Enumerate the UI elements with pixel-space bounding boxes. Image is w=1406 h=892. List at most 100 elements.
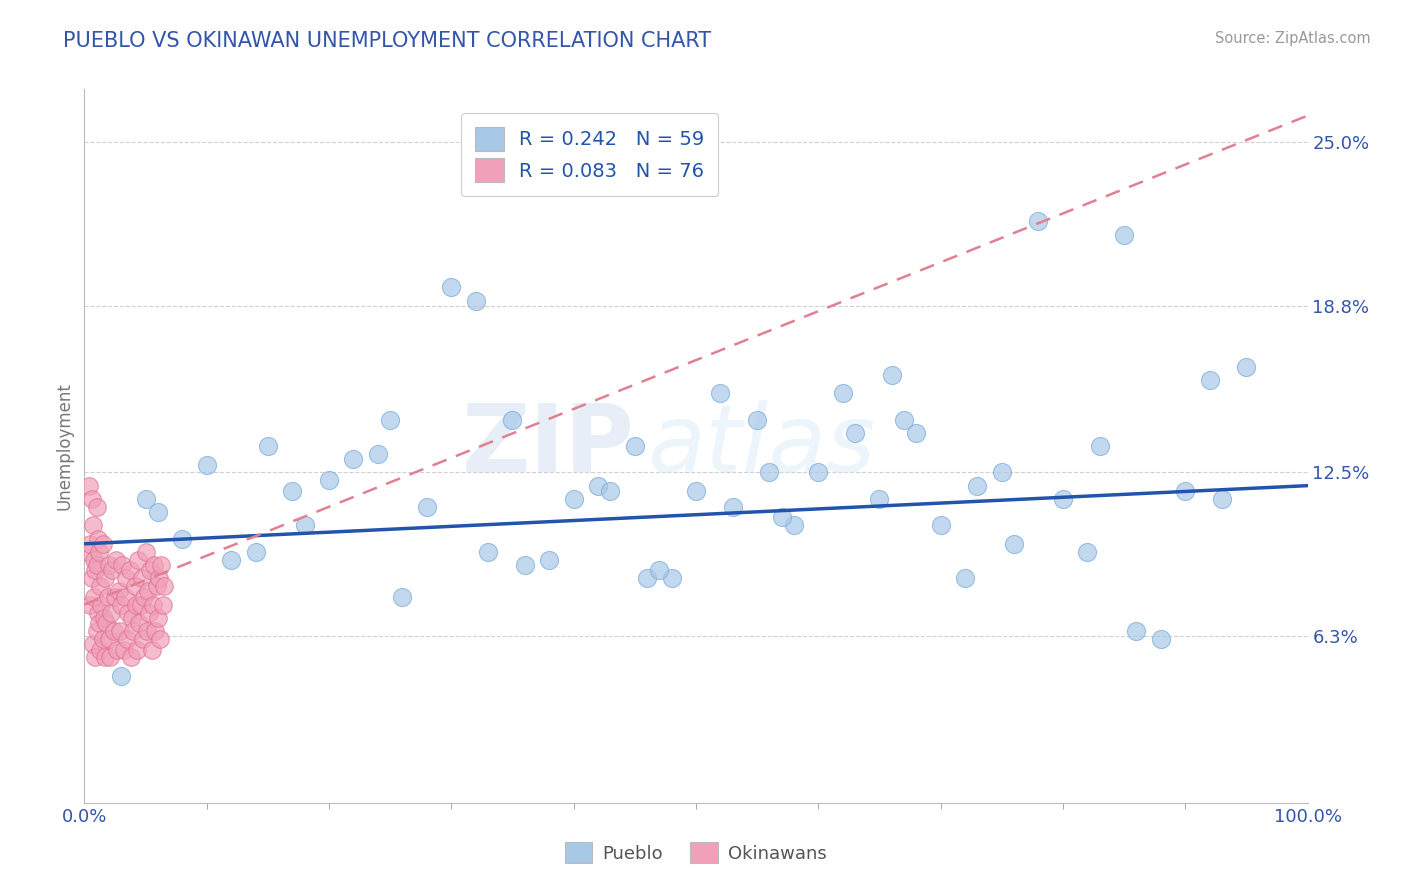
Point [128, 616, 150, 631]
Point [105, 552, 128, 566]
Point [219, 552, 242, 566]
Point [87, 616, 110, 631]
Point [149, 632, 172, 646]
Point [257, 439, 280, 453]
Point [135, 545, 157, 559]
Point [135, 624, 157, 638]
Point [97, 632, 120, 646]
Point [97, 558, 120, 572]
Point [141, 642, 163, 657]
Point [132, 632, 155, 646]
Point [1125, 624, 1147, 638]
Point [464, 293, 486, 308]
Point [391, 590, 413, 604]
Point [1114, 227, 1136, 242]
Point [97, 590, 120, 604]
Point [115, 632, 138, 646]
Point [131, 571, 153, 585]
Point [87, 532, 110, 546]
Point [87, 545, 110, 559]
Point [624, 439, 647, 453]
Point [91, 632, 114, 646]
Point [538, 552, 561, 566]
Point [83, 590, 105, 604]
Point [122, 624, 145, 638]
Point [91, 537, 114, 551]
Point [648, 563, 671, 577]
Point [98, 650, 121, 665]
Point [1028, 214, 1050, 228]
Legend: Pueblo, Okinawans: Pueblo, Okinawans [555, 833, 837, 872]
Point [120, 650, 142, 665]
Point [108, 624, 131, 638]
Point [110, 669, 132, 683]
Point [1198, 373, 1220, 387]
Point [367, 447, 389, 461]
Point [685, 483, 707, 498]
Point [121, 611, 143, 625]
Point [831, 386, 853, 401]
Point [82, 637, 104, 651]
Point [87, 606, 110, 620]
Point [125, 598, 148, 612]
Point [134, 590, 156, 604]
Point [416, 500, 439, 514]
Point [105, 642, 128, 657]
Point [281, 483, 304, 498]
Point [318, 474, 340, 488]
Point [96, 616, 118, 631]
Point [783, 518, 806, 533]
Point [86, 558, 108, 572]
Point [83, 552, 105, 566]
Point [661, 571, 683, 585]
Point [107, 584, 129, 599]
Point [966, 478, 988, 492]
Point [86, 500, 108, 514]
Point [150, 558, 173, 572]
Point [953, 571, 976, 585]
Point [84, 563, 107, 577]
Point [125, 642, 148, 657]
Text: Source: ZipAtlas.com: Source: ZipAtlas.com [1215, 31, 1371, 46]
Point [1088, 439, 1111, 453]
Point [80, 571, 103, 585]
Point [1150, 632, 1173, 646]
Point [79, 537, 101, 551]
Point [143, 558, 166, 572]
Point [747, 412, 769, 426]
Point [1174, 483, 1197, 498]
Point [115, 571, 138, 585]
Point [869, 491, 891, 506]
Point [477, 545, 499, 559]
Point [770, 510, 793, 524]
Point [636, 571, 658, 585]
Point [145, 579, 167, 593]
Point [1002, 537, 1025, 551]
Point [142, 598, 165, 612]
Point [502, 412, 524, 426]
Point [245, 545, 267, 559]
Point [138, 606, 160, 620]
Point [84, 650, 107, 665]
Point [111, 558, 134, 572]
Point [104, 590, 127, 604]
Point [1236, 359, 1258, 374]
Point [86, 624, 108, 638]
Point [1052, 491, 1074, 506]
Point [1076, 545, 1098, 559]
Point [90, 598, 112, 612]
Y-axis label: Unemployment: Unemployment [55, 382, 73, 510]
Point [127, 552, 149, 566]
Point [844, 425, 866, 440]
Point [112, 642, 135, 657]
Point [991, 466, 1014, 480]
Point [139, 563, 162, 577]
Point [79, 598, 101, 612]
Point [124, 579, 146, 593]
Point [89, 579, 111, 593]
Point [82, 518, 104, 533]
Point [905, 425, 928, 440]
Point [94, 650, 117, 665]
Text: ZIP: ZIP [463, 400, 636, 492]
Point [117, 606, 139, 620]
